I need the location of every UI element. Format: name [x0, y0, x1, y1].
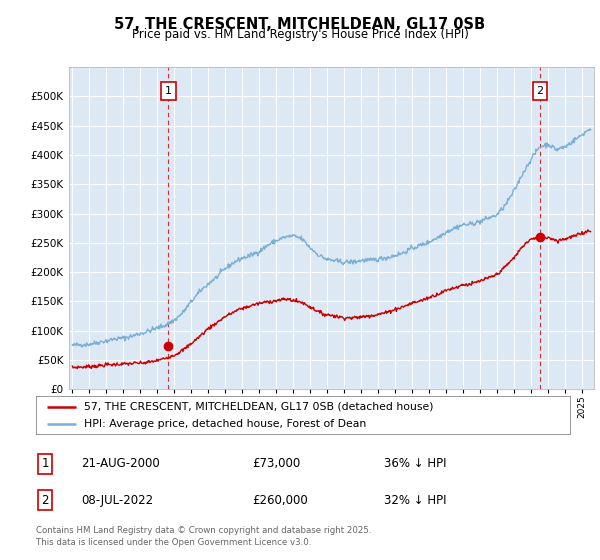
Text: 1: 1: [165, 86, 172, 96]
Text: 2: 2: [536, 86, 544, 96]
Text: 2: 2: [41, 493, 49, 507]
Text: 21-AUG-2000: 21-AUG-2000: [81, 457, 160, 470]
Text: Price paid vs. HM Land Registry's House Price Index (HPI): Price paid vs. HM Land Registry's House …: [131, 28, 469, 41]
Text: 32% ↓ HPI: 32% ↓ HPI: [384, 493, 446, 507]
Text: 08-JUL-2022: 08-JUL-2022: [81, 493, 153, 507]
Text: £260,000: £260,000: [252, 493, 308, 507]
Text: 57, THE CRESCENT, MITCHELDEAN, GL17 0SB: 57, THE CRESCENT, MITCHELDEAN, GL17 0SB: [115, 17, 485, 32]
Text: 36% ↓ HPI: 36% ↓ HPI: [384, 457, 446, 470]
Text: 57, THE CRESCENT, MITCHELDEAN, GL17 0SB (detached house): 57, THE CRESCENT, MITCHELDEAN, GL17 0SB …: [84, 402, 434, 412]
Text: Contains HM Land Registry data © Crown copyright and database right 2025.
This d: Contains HM Land Registry data © Crown c…: [36, 526, 371, 547]
Text: HPI: Average price, detached house, Forest of Dean: HPI: Average price, detached house, Fore…: [84, 419, 367, 429]
Text: 1: 1: [41, 457, 49, 470]
Text: £73,000: £73,000: [252, 457, 300, 470]
